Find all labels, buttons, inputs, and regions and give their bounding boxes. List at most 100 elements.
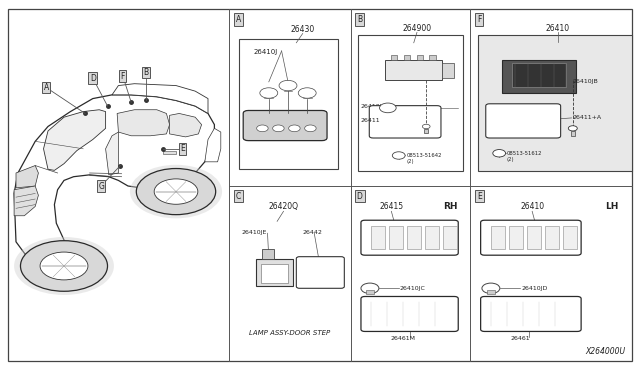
Polygon shape — [106, 132, 118, 175]
Text: LH: LH — [605, 202, 618, 211]
Text: 26420Q: 26420Q — [269, 202, 298, 211]
Circle shape — [361, 283, 379, 294]
Bar — [366, 290, 374, 294]
Polygon shape — [205, 128, 221, 162]
Text: D: D — [90, 74, 96, 83]
Text: LAMP ASSY-DOOR STEP: LAMP ASSY-DOOR STEP — [250, 330, 330, 336]
Bar — [545, 226, 559, 249]
Bar — [262, 249, 274, 259]
Text: E: E — [180, 144, 185, 153]
Bar — [385, 60, 442, 80]
Circle shape — [493, 150, 506, 157]
Circle shape — [380, 103, 396, 113]
Circle shape — [482, 283, 500, 294]
Circle shape — [273, 125, 284, 132]
Text: 26410JA: 26410JA — [361, 104, 387, 109]
Text: F: F — [121, 72, 125, 81]
Text: A: A — [236, 15, 241, 24]
Bar — [512, 63, 566, 87]
Bar — [239, 39, 338, 169]
Circle shape — [130, 165, 222, 218]
Text: 26410: 26410 — [520, 202, 544, 211]
Text: 26410JB: 26410JB — [573, 79, 598, 84]
Bar — [491, 226, 505, 249]
Bar — [429, 55, 436, 60]
Bar — [478, 35, 632, 171]
Text: 26410JE: 26410JE — [242, 230, 268, 235]
FancyBboxPatch shape — [369, 106, 441, 138]
FancyBboxPatch shape — [481, 296, 581, 331]
Bar — [417, 55, 423, 60]
Text: 26410JC: 26410JC — [400, 286, 426, 291]
FancyBboxPatch shape — [361, 220, 458, 255]
Bar — [509, 226, 523, 249]
Text: 26415: 26415 — [380, 202, 403, 211]
Text: 26430: 26430 — [291, 25, 315, 34]
Bar — [407, 226, 421, 249]
Circle shape — [154, 179, 198, 204]
Circle shape — [305, 125, 316, 132]
Text: RH: RH — [443, 202, 457, 211]
Circle shape — [14, 237, 114, 295]
Circle shape — [298, 88, 316, 98]
Bar — [261, 264, 288, 283]
Polygon shape — [14, 95, 214, 270]
Bar — [563, 226, 577, 249]
Bar — [163, 151, 176, 154]
Bar — [371, 226, 385, 249]
Text: 26461: 26461 — [510, 336, 530, 341]
Text: 26410: 26410 — [546, 24, 570, 33]
Polygon shape — [112, 84, 208, 113]
Polygon shape — [117, 110, 170, 136]
Circle shape — [279, 80, 297, 91]
Polygon shape — [16, 166, 38, 188]
Bar — [502, 60, 576, 93]
Bar — [256, 259, 293, 286]
Bar — [443, 226, 457, 249]
Text: E: E — [477, 192, 482, 201]
Polygon shape — [44, 110, 106, 170]
Circle shape — [392, 152, 405, 159]
Circle shape — [260, 88, 278, 98]
Text: 26461M: 26461M — [390, 336, 415, 341]
Bar — [571, 131, 575, 136]
Bar — [389, 226, 403, 249]
Bar — [442, 63, 454, 78]
Text: 264900: 264900 — [403, 24, 431, 33]
Text: 08513-51612
(2): 08513-51612 (2) — [507, 151, 542, 162]
Text: X264000U: X264000U — [586, 347, 626, 356]
Text: F: F — [477, 15, 481, 24]
Text: D: D — [356, 192, 363, 201]
Text: A: A — [44, 83, 49, 92]
Circle shape — [422, 124, 430, 129]
FancyBboxPatch shape — [481, 220, 581, 255]
Text: G: G — [98, 182, 104, 190]
Text: 26411+A: 26411+A — [573, 115, 602, 120]
Circle shape — [289, 125, 300, 132]
Text: 26410JD: 26410JD — [522, 286, 548, 291]
Text: 26410J: 26410J — [253, 49, 278, 55]
Bar — [527, 226, 541, 249]
Bar — [425, 226, 439, 249]
Circle shape — [136, 169, 216, 215]
FancyBboxPatch shape — [361, 296, 458, 331]
Bar — [404, 55, 410, 60]
Text: 26411: 26411 — [361, 118, 381, 124]
Circle shape — [20, 241, 108, 291]
Circle shape — [568, 126, 577, 131]
Bar — [391, 55, 397, 60]
Bar — [424, 129, 428, 133]
FancyBboxPatch shape — [486, 104, 561, 138]
Circle shape — [257, 125, 268, 132]
FancyBboxPatch shape — [296, 257, 344, 288]
Bar — [487, 290, 495, 294]
Circle shape — [40, 252, 88, 280]
Text: B: B — [143, 68, 148, 77]
Text: C: C — [236, 192, 241, 201]
Polygon shape — [14, 186, 38, 216]
Text: 08513-51642
(2): 08513-51642 (2) — [406, 153, 442, 164]
Polygon shape — [170, 113, 202, 137]
Bar — [358, 35, 463, 171]
Text: 26442: 26442 — [303, 230, 323, 235]
Text: B: B — [357, 15, 362, 24]
